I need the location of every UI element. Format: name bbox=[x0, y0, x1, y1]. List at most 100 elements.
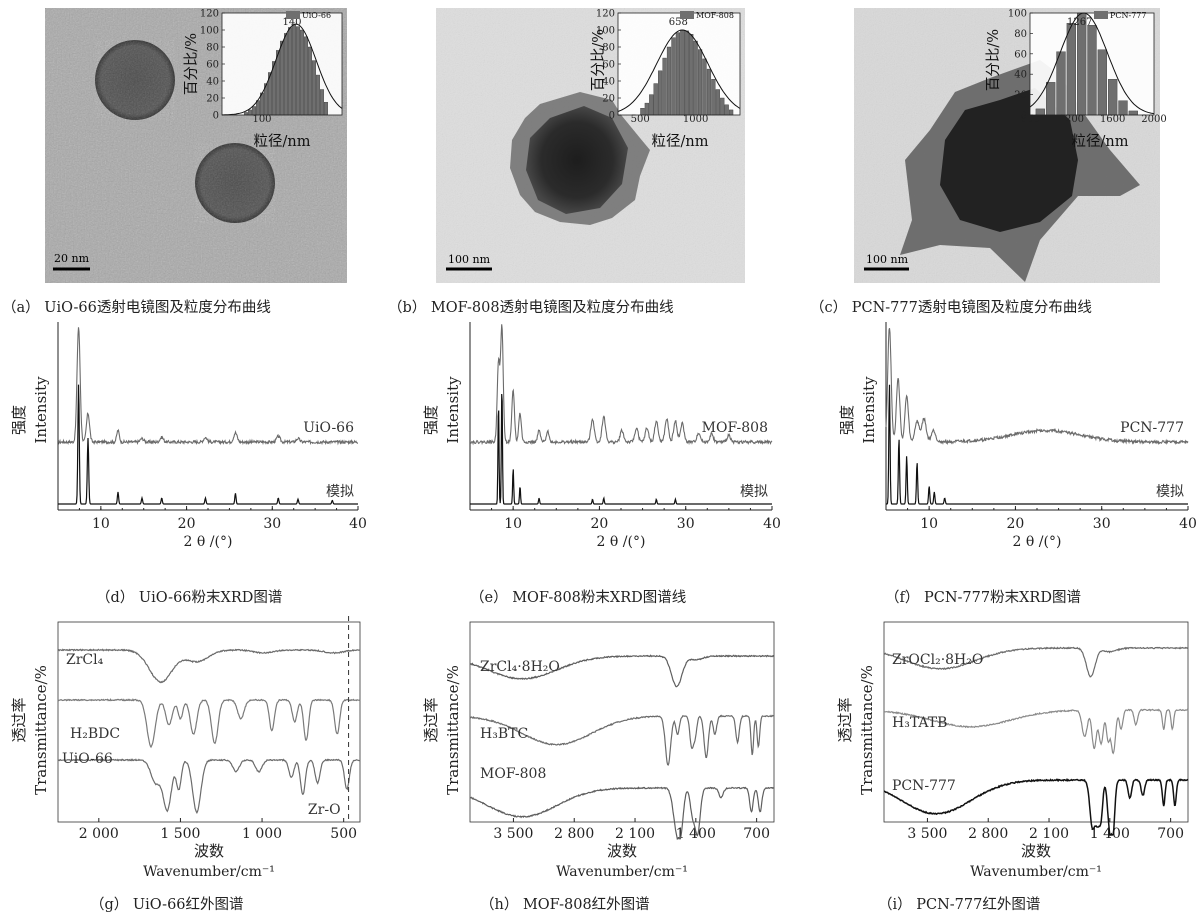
inset-xtick-label: 800 bbox=[1020, 114, 1039, 125]
inset-ytick-label: 40 bbox=[1014, 70, 1027, 81]
x-tick-label: 1 500 bbox=[160, 826, 200, 842]
histogram-bar bbox=[715, 89, 720, 116]
histogram-bar bbox=[1077, 12, 1087, 116]
xrd-chart-f: 10 20 30 40 2 θ /(°) 强度 Intensity PCN-777 模拟 bbox=[838, 322, 1197, 550]
histogram-bar bbox=[680, 29, 685, 116]
size-distribution-inset-b: 0 20 40 60 80 100 120 500 1000 658 MOF-808 百分比/% 粒径/… bbox=[590, 9, 741, 150]
scale-label-a: 20 nm bbox=[54, 252, 90, 265]
x-tick-label: 700 bbox=[1157, 826, 1184, 842]
inset-xlabel-c: 粒径/nm bbox=[1072, 133, 1129, 150]
legend-label-c: PCN-777 bbox=[1110, 11, 1146, 20]
inset-ytick-label: 100 bbox=[200, 26, 219, 37]
histogram-bar bbox=[304, 36, 308, 116]
histogram-bar bbox=[689, 34, 694, 116]
inset-xtick-label: 1600 bbox=[1100, 114, 1125, 125]
x-tick-label: 40 bbox=[763, 516, 781, 532]
peak-label-a: 140 bbox=[282, 17, 301, 28]
caption-e: （e） MOF-808粉末XRD图谱线 bbox=[470, 589, 686, 606]
x-tick-label: 30 bbox=[1093, 516, 1111, 532]
y-axis-label-e: 强度 bbox=[422, 405, 440, 435]
inset-xlabel-a: 粒径/nm bbox=[254, 133, 311, 150]
inset-ytick-label: 20 bbox=[1014, 90, 1027, 101]
x-tick-label: 20 bbox=[591, 516, 609, 532]
x-tick-label: 30 bbox=[677, 516, 695, 532]
inset-ytick-label: 60 bbox=[602, 60, 615, 71]
x-tick-label: 700 bbox=[743, 826, 770, 842]
inset-ytick-label: 80 bbox=[1014, 29, 1027, 40]
ir-chart-h: 3 500 2 800 2 100 1 400 700 波数 Wavenumber/cm⁻¹… bbox=[422, 621, 775, 880]
inset-ylabel-c: 百分比/% bbox=[985, 29, 1002, 91]
inset-ytick-label: 0 bbox=[609, 111, 615, 122]
inset-ytick-label: 60 bbox=[1014, 49, 1027, 60]
ir-trace-label-h-2: MOF-808 bbox=[480, 766, 546, 782]
x-tick-label: 10 bbox=[92, 516, 110, 532]
histogram-bar bbox=[653, 83, 658, 116]
histogram-bar bbox=[1056, 51, 1066, 116]
x-tick-label: 20 bbox=[1007, 516, 1025, 532]
x-tick-label: 2 100 bbox=[615, 826, 655, 842]
y-axis-label2-e: Intensity bbox=[444, 376, 462, 444]
scale-label-b: 100 nm bbox=[448, 253, 491, 266]
x-tick-label: 40 bbox=[1179, 516, 1197, 532]
histogram-bar bbox=[1066, 23, 1076, 116]
ir-trace-label-i-0: ZrOCl₂·8H₂O bbox=[892, 652, 983, 668]
inset-frame-c bbox=[1029, 12, 1155, 116]
y-axis-label2-g: Transmittance/% bbox=[32, 665, 50, 795]
zr-o-annotation: Zr-O bbox=[308, 802, 341, 818]
histogram-bar bbox=[706, 68, 712, 116]
legend-swatch-a bbox=[286, 11, 300, 19]
x-tick-label: 10 bbox=[504, 516, 522, 532]
legend-label-b: MOF-808 bbox=[696, 11, 734, 20]
x-axis-label-i: 波数 bbox=[1021, 842, 1051, 860]
x-tick-label: 3 500 bbox=[493, 826, 533, 842]
y-axis-label-g: 透过率 bbox=[10, 697, 28, 742]
y-axis-label-i: 透过率 bbox=[836, 697, 854, 742]
histogram-bar bbox=[693, 40, 698, 116]
caption-f: （f） PCN-777粉末XRD图谱 bbox=[885, 589, 1081, 606]
ir-chart-g: 2 000 1 500 1 000 500 波数 Wavenumber/cm⁻¹ 透过率 Tr… bbox=[10, 616, 361, 880]
trace-d-1 bbox=[58, 384, 358, 505]
trace-label-f-1: 模拟 bbox=[1156, 484, 1184, 500]
ir-trace-label-h-0: ZrCl₄·8H₂O bbox=[480, 659, 560, 675]
histogram-bar bbox=[316, 74, 320, 116]
histogram-bar bbox=[288, 27, 292, 116]
inset-ytick-label: 40 bbox=[206, 77, 219, 88]
x-tick-label: 30 bbox=[263, 516, 281, 532]
y-axis-label2-f: Intensity bbox=[860, 376, 878, 444]
inset-ytick-label: 40 bbox=[602, 77, 615, 88]
inset-ytick-label: 60 bbox=[206, 60, 219, 71]
histogram-bar bbox=[324, 102, 328, 116]
caption-d: （d） UiO-66粉末XRD图谱 bbox=[96, 589, 282, 606]
x-axis-label-f: 2 θ /(°) bbox=[1013, 534, 1062, 550]
histogram-bar bbox=[711, 79, 716, 116]
ir-trace-g-1 bbox=[57, 698, 361, 749]
y-axis-label2-h: Transmittance/% bbox=[444, 665, 462, 795]
ir-chart-i: 3 500 2 800 2 100 1 400 700波数Wavenumber/cm⁻¹… bbox=[836, 621, 1189, 880]
histogram-bar bbox=[1087, 25, 1097, 116]
ir-trace-label-g-1: H₂BDC bbox=[70, 726, 120, 742]
histogram-bar bbox=[296, 26, 300, 116]
histogram-bar bbox=[256, 100, 260, 116]
xrd-chart-d: 10 20 30 40 2 θ /(°) 强度 Intensity UiO-66 模拟 bbox=[10, 322, 367, 550]
histogram-bar bbox=[308, 46, 312, 116]
peak-label-c: 1267 bbox=[1067, 17, 1092, 28]
inset-ylabel-a: 百分比/% bbox=[183, 33, 200, 95]
histogram-bar bbox=[684, 30, 689, 116]
x-tick-label: 2 800 bbox=[968, 826, 1008, 842]
x-axis-label-g: 波数 bbox=[194, 842, 224, 860]
histogram-bar bbox=[248, 109, 252, 116]
x-tick-label: 1 000 bbox=[242, 826, 282, 842]
x-tick-label: 10 bbox=[920, 516, 938, 532]
x-tick-label: 3 500 bbox=[907, 826, 947, 842]
inset-ytick-label: 0 bbox=[1021, 111, 1027, 122]
fit-curve-c bbox=[1029, 12, 1155, 115]
y-axis-label-d: 强度 bbox=[10, 405, 28, 435]
histogram-bar bbox=[1128, 110, 1138, 116]
trace-f-0 bbox=[885, 328, 1189, 446]
ir-trace-g-0 bbox=[57, 648, 361, 684]
legend-label-a: UiO-66 bbox=[302, 11, 331, 20]
inset-ytick-label: 0 bbox=[213, 111, 219, 122]
inset-ytick-label: 80 bbox=[602, 43, 615, 54]
